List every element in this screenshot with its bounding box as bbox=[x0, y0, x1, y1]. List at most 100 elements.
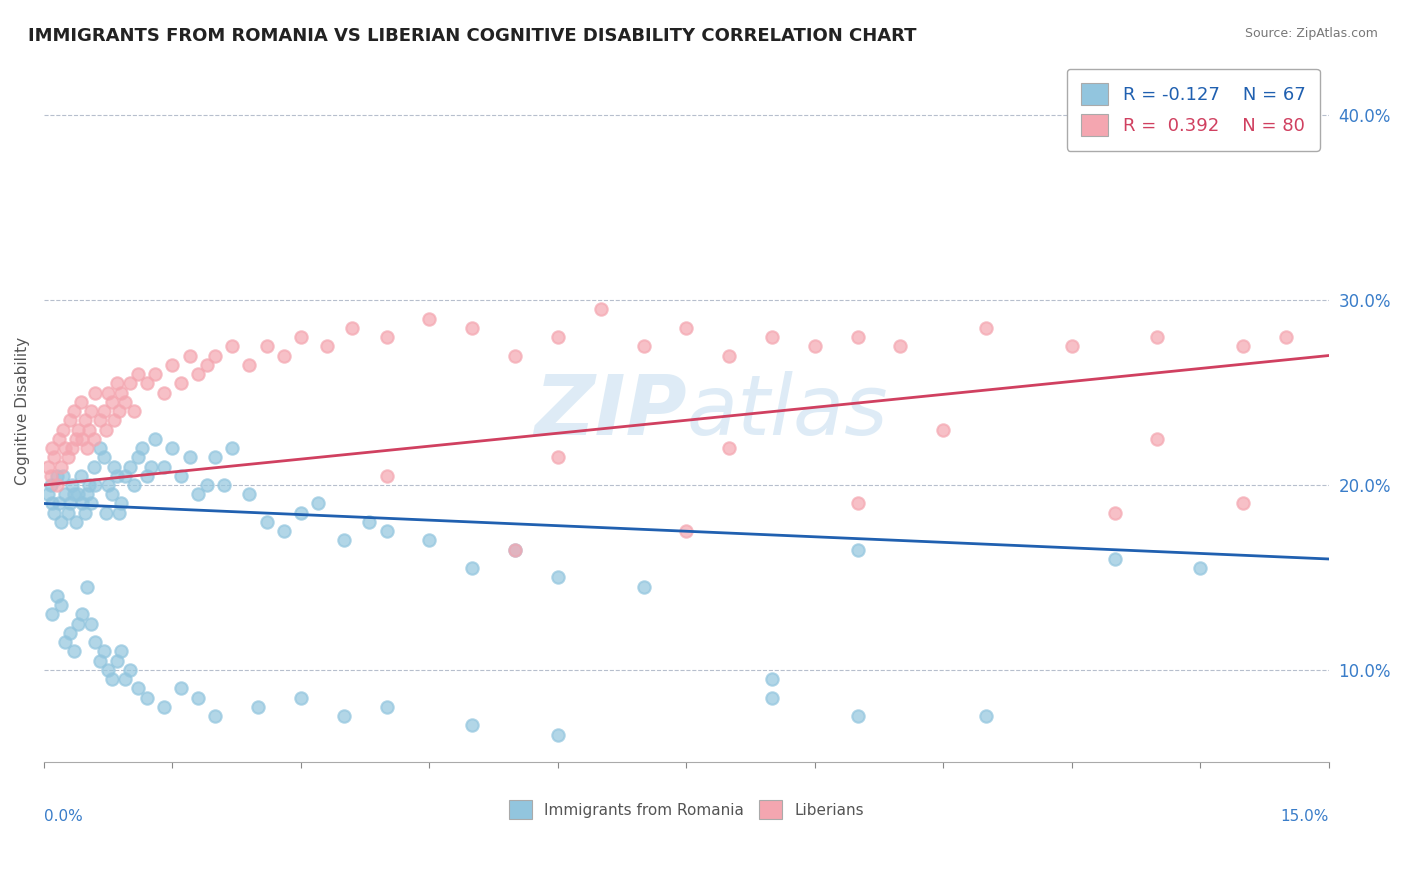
Point bbox=[118, 376, 141, 391]
Point bbox=[60, 478, 83, 492]
Point bbox=[79, 423, 101, 437]
Point bbox=[418, 311, 440, 326]
Text: Source: ZipAtlas.com: Source: ZipAtlas.com bbox=[1244, 27, 1378, 40]
Point bbox=[170, 681, 193, 696]
Point bbox=[418, 533, 440, 548]
Point bbox=[122, 404, 145, 418]
Point bbox=[761, 690, 783, 705]
Point bbox=[69, 468, 91, 483]
Point bbox=[53, 441, 76, 455]
Point bbox=[143, 367, 166, 381]
Point bbox=[52, 423, 75, 437]
Point bbox=[76, 580, 98, 594]
Point bbox=[39, 478, 62, 492]
Point bbox=[204, 349, 226, 363]
Point bbox=[290, 690, 312, 705]
Point bbox=[195, 478, 218, 492]
Point bbox=[108, 506, 131, 520]
Point bbox=[80, 404, 103, 418]
Point bbox=[118, 459, 141, 474]
Point bbox=[179, 349, 201, 363]
Text: ZIP: ZIP bbox=[534, 370, 686, 451]
Point bbox=[63, 404, 86, 418]
Point bbox=[221, 441, 243, 455]
Point bbox=[375, 330, 398, 344]
Point bbox=[118, 663, 141, 677]
Point bbox=[256, 339, 278, 353]
Point bbox=[41, 496, 63, 510]
Point bbox=[105, 376, 128, 391]
Point bbox=[37, 459, 59, 474]
Point bbox=[633, 339, 655, 353]
Point bbox=[139, 459, 162, 474]
Point bbox=[58, 626, 80, 640]
Point bbox=[69, 394, 91, 409]
Point bbox=[547, 450, 569, 465]
Text: IMMIGRANTS FROM ROMANIA VS LIBERIAN COGNITIVE DISABILITY CORRELATION CHART: IMMIGRANTS FROM ROMANIA VS LIBERIAN COGN… bbox=[28, 27, 917, 45]
Point bbox=[179, 450, 201, 465]
Point bbox=[84, 635, 107, 649]
Point bbox=[804, 339, 827, 353]
Point bbox=[127, 681, 149, 696]
Point bbox=[93, 404, 115, 418]
Point bbox=[41, 441, 63, 455]
Point bbox=[131, 441, 153, 455]
Point bbox=[932, 423, 955, 437]
Point bbox=[97, 385, 120, 400]
Point bbox=[122, 478, 145, 492]
Point bbox=[72, 432, 94, 446]
Point bbox=[1232, 339, 1254, 353]
Point bbox=[83, 432, 105, 446]
Point bbox=[48, 432, 70, 446]
Point bbox=[108, 404, 131, 418]
Point bbox=[974, 320, 997, 334]
Point bbox=[67, 487, 90, 501]
Point bbox=[72, 607, 94, 622]
Text: atlas: atlas bbox=[686, 370, 889, 451]
Point bbox=[221, 339, 243, 353]
Point bbox=[1104, 506, 1126, 520]
Point bbox=[110, 496, 132, 510]
Point bbox=[461, 718, 484, 732]
Point bbox=[153, 700, 176, 714]
Point bbox=[273, 524, 295, 539]
Point bbox=[49, 515, 72, 529]
Point bbox=[170, 468, 193, 483]
Point bbox=[675, 320, 697, 334]
Point bbox=[127, 367, 149, 381]
Point bbox=[44, 506, 66, 520]
Point bbox=[41, 607, 63, 622]
Point bbox=[79, 478, 101, 492]
Point bbox=[589, 302, 612, 317]
Point bbox=[307, 496, 329, 510]
Point bbox=[105, 468, 128, 483]
Point bbox=[89, 441, 111, 455]
Point bbox=[1232, 496, 1254, 510]
Point bbox=[72, 496, 94, 510]
Point bbox=[65, 432, 87, 446]
Point bbox=[39, 468, 62, 483]
Point bbox=[52, 468, 75, 483]
Point bbox=[56, 506, 79, 520]
Point bbox=[93, 450, 115, 465]
Point bbox=[105, 654, 128, 668]
Point bbox=[633, 580, 655, 594]
Point bbox=[1146, 432, 1168, 446]
Point bbox=[153, 459, 176, 474]
Point bbox=[332, 533, 354, 548]
Point bbox=[101, 672, 124, 686]
Point bbox=[80, 496, 103, 510]
Point bbox=[547, 570, 569, 584]
Point bbox=[375, 468, 398, 483]
Point bbox=[889, 339, 911, 353]
Point bbox=[114, 394, 136, 409]
Y-axis label: Cognitive Disability: Cognitive Disability bbox=[15, 337, 30, 485]
Point bbox=[238, 487, 260, 501]
Point bbox=[76, 487, 98, 501]
Text: 15.0%: 15.0% bbox=[1281, 809, 1329, 823]
Point bbox=[84, 385, 107, 400]
Point bbox=[76, 441, 98, 455]
Point bbox=[73, 413, 96, 427]
Point bbox=[94, 506, 117, 520]
Point bbox=[101, 487, 124, 501]
